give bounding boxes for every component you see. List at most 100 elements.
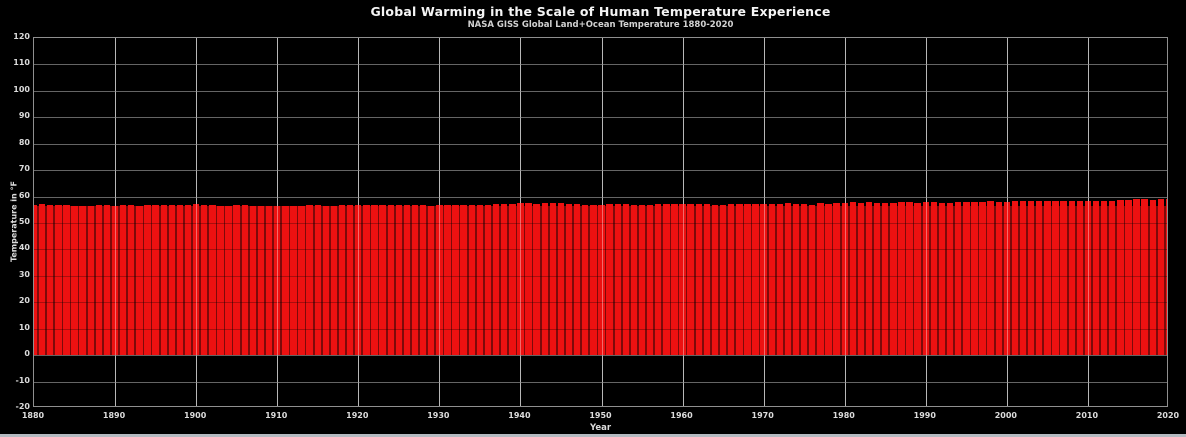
bar	[598, 204, 605, 356]
bar	[1133, 199, 1140, 356]
y-tick-label: 70	[18, 164, 30, 174]
x-tick-label: 1880	[21, 411, 45, 420]
bar	[1165, 199, 1167, 356]
bar	[817, 203, 824, 356]
bar	[330, 206, 338, 356]
bar	[719, 204, 727, 356]
bar	[687, 203, 694, 356]
bar	[282, 206, 289, 356]
bar	[95, 204, 103, 356]
y-tick-label: 40	[18, 243, 30, 253]
bar	[638, 204, 646, 356]
bar	[1003, 202, 1011, 356]
x-tick-label: 1980	[832, 411, 855, 420]
bar	[1100, 200, 1108, 356]
bar	[322, 205, 330, 356]
bar	[1027, 201, 1035, 356]
x-tick-label: 1960	[670, 411, 693, 420]
bar	[71, 205, 78, 356]
bar	[873, 203, 881, 356]
bar	[792, 204, 800, 356]
chart-title: Global Warming in the Scale of Human Tem…	[370, 4, 831, 19]
bar	[849, 202, 856, 356]
x-tick-label: 1990	[913, 411, 936, 420]
x-tick-label: 1920	[346, 411, 369, 420]
window-bottom-edge	[0, 434, 1186, 437]
bar	[938, 202, 946, 356]
bar	[436, 204, 443, 356]
bar	[857, 203, 865, 356]
bar	[265, 206, 273, 356]
bar	[184, 204, 192, 356]
bar	[784, 203, 792, 356]
bar	[606, 204, 613, 356]
bar	[484, 204, 492, 356]
bar	[906, 202, 913, 356]
y-tick-label: 60	[18, 190, 30, 200]
bar	[533, 203, 540, 356]
y-tick-label: 30	[18, 269, 30, 279]
bar	[614, 203, 621, 356]
bar	[79, 205, 86, 356]
bar	[387, 205, 394, 356]
plot-area	[33, 37, 1168, 407]
bar	[549, 202, 557, 356]
bar	[890, 203, 897, 356]
bar	[87, 205, 94, 356]
bar	[971, 202, 978, 356]
bar	[152, 205, 159, 356]
bar	[800, 203, 808, 356]
bar	[160, 204, 167, 356]
bar	[444, 204, 451, 356]
bar	[622, 203, 629, 356]
bar	[306, 204, 313, 356]
bar	[55, 204, 62, 356]
bar	[233, 205, 240, 356]
bar	[703, 203, 711, 356]
bar	[833, 203, 840, 356]
bar	[573, 204, 581, 356]
bar	[744, 204, 751, 356]
bar	[963, 201, 970, 356]
y-tick-label: 80	[18, 137, 30, 147]
bar	[995, 202, 1002, 356]
bar	[882, 203, 889, 356]
bar	[541, 203, 548, 356]
bar	[452, 204, 459, 356]
x-tick-label: 1910	[265, 411, 288, 420]
x-tick-label: 1930	[427, 411, 450, 420]
bar	[768, 204, 775, 356]
bar	[1157, 199, 1165, 356]
bar	[841, 202, 848, 356]
bar	[217, 205, 224, 356]
bar	[1141, 199, 1148, 356]
bar	[314, 204, 321, 356]
y-tick-label: 0	[24, 349, 30, 359]
bar	[128, 205, 135, 356]
y-tick-label: -10	[15, 375, 30, 385]
bar	[590, 204, 597, 356]
bar	[914, 202, 921, 356]
bar	[371, 205, 378, 356]
bar	[655, 203, 662, 356]
bar	[355, 205, 362, 356]
bar	[955, 202, 962, 356]
bar	[274, 206, 281, 356]
bar	[249, 205, 257, 356]
bar	[557, 203, 565, 356]
bar	[711, 205, 719, 356]
bar	[379, 205, 386, 356]
bar	[225, 206, 232, 356]
bar	[47, 204, 54, 356]
bar	[1125, 199, 1132, 356]
x-tick-label: 1940	[508, 411, 531, 420]
bar	[38, 204, 46, 356]
bar	[565, 204, 573, 356]
bar	[1068, 201, 1075, 356]
bar	[460, 205, 467, 356]
bar	[728, 204, 735, 356]
x-tick-label: 1890	[102, 411, 126, 420]
bar	[428, 205, 435, 356]
bar	[1149, 200, 1156, 356]
